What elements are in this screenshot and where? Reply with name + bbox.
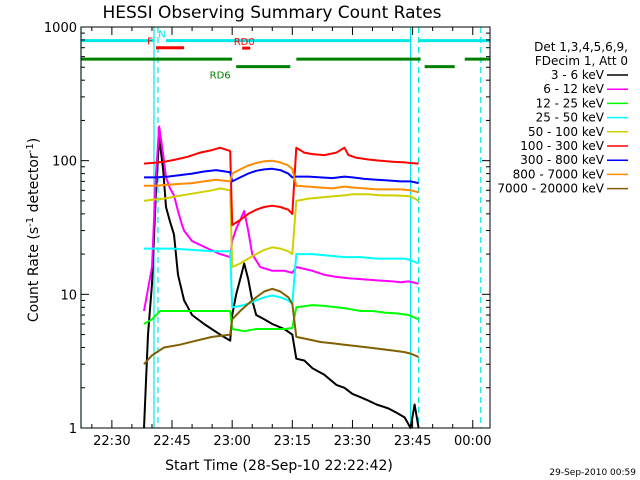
y-tick-label: 10 xyxy=(60,288,77,303)
legend: Det 1,3,4,5,6,9, FDecim 1, Att 0 3 - 6 k… xyxy=(497,40,628,196)
legend-header-line-2: FDecim 1, Att 0 xyxy=(535,54,628,68)
series-line-9 xyxy=(143,287,419,365)
x-tick-label: 22:30 xyxy=(93,434,130,449)
plot-area: NF RD0 RD6 22:30 22:45 23:00 23:15 23:30 23:45 00… xyxy=(44,21,492,449)
plot-frame xyxy=(80,26,491,429)
legend-header-line-1: Det 1,3,4,5,6,9, xyxy=(534,40,628,54)
series-line-5 xyxy=(143,187,420,268)
legend-label: 7000 - 20000 keV xyxy=(497,182,604,196)
y-tick-label: 1 xyxy=(69,422,77,437)
timestamp: 29-Sep-2010 00:59 xyxy=(549,468,636,478)
legend-label: 25 - 50 keV xyxy=(536,111,605,125)
series-line-6 xyxy=(143,146,419,226)
legend-label: 6 - 12 keV xyxy=(543,82,605,96)
series-line-8 xyxy=(144,159,419,194)
flag-label: F xyxy=(147,37,153,48)
x-tick-label: 22:45 xyxy=(153,434,190,449)
x-tick-label: 23:00 xyxy=(213,434,250,449)
series-line-2 xyxy=(143,125,419,312)
x-axis-label: Start Time (28-Sep-10 22:22:42) xyxy=(165,458,393,474)
y-tick-label: 1000 xyxy=(44,21,77,36)
legend-label: 50 - 100 keV xyxy=(528,125,605,139)
x-tick-label: 23:45 xyxy=(394,434,431,449)
y-tick-label: 100 xyxy=(52,155,77,170)
x-tick-label: 23:30 xyxy=(334,434,371,449)
flag-label: N xyxy=(158,30,165,41)
flag-label: RD6 xyxy=(210,71,231,82)
legend-label: 800 - 7000 keV xyxy=(513,167,605,181)
legend-label: 3 - 6 keV xyxy=(551,68,605,82)
y-axis-label: Count Rate (s-1 detector-1) xyxy=(25,138,43,322)
legend-label: 100 - 300 keV xyxy=(520,139,604,153)
legend-label: 12 - 25 keV xyxy=(536,96,605,110)
series-line-1 xyxy=(143,136,420,429)
x-tick-label: 00:00 xyxy=(454,434,491,449)
flag-label: RD0 xyxy=(234,37,255,48)
series-line-7 xyxy=(144,167,419,185)
series-line-3 xyxy=(143,304,419,333)
legend-label: 300 - 800 keV xyxy=(520,153,604,167)
chart-title: HESSI Observing Summary Count Rates xyxy=(102,3,441,23)
series-line-4 xyxy=(144,247,419,309)
x-tick-label: 23:15 xyxy=(274,434,311,449)
